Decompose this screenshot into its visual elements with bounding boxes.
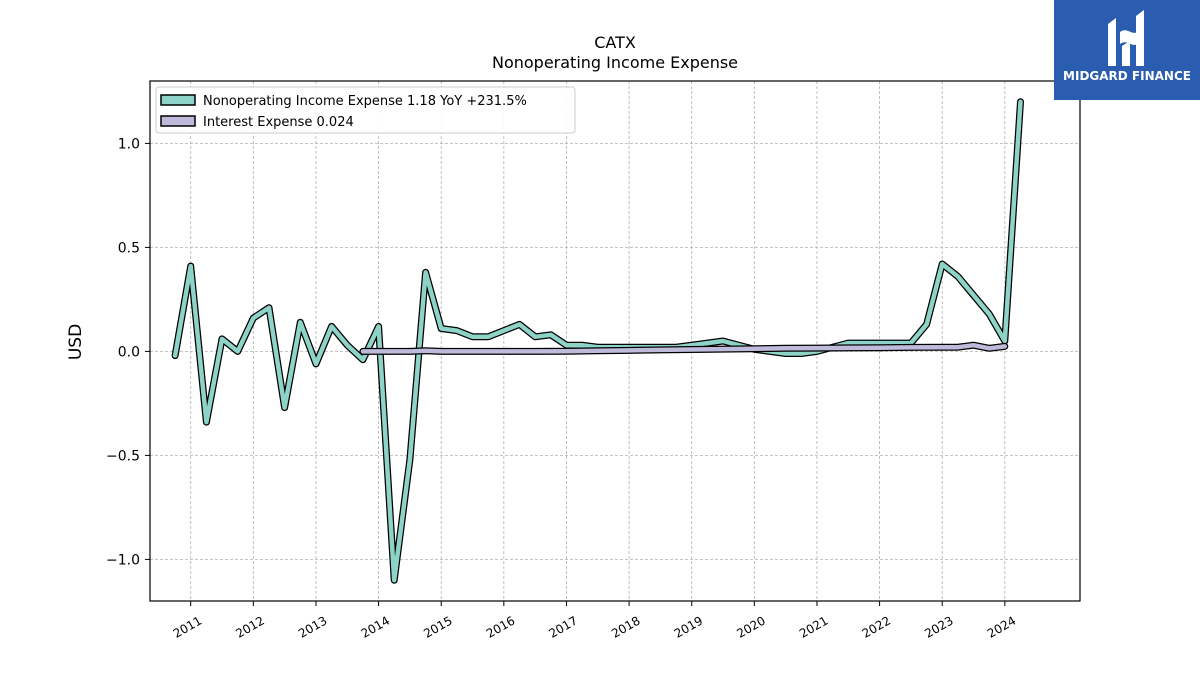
x-tick-label: 2016 [484,613,517,640]
x-tick-label: 2011 [171,613,204,640]
x-tick-label: 2014 [359,613,392,640]
chart-title: CATX [594,33,636,52]
x-tick-label: 2020 [734,613,767,640]
series-interest-expense [359,341,1009,355]
x-tick-label: 2017 [547,613,580,640]
x-tick-label: 2012 [233,613,266,640]
series-line [172,99,1023,583]
y-ticks: −1.0 −0.5 0.0 0.5 1.0 [106,136,150,568]
legend-label: Interest Expense 0.024 [203,115,354,130]
x-tick-label: 2022 [860,613,893,640]
x-tick-label: 2024 [985,613,1018,640]
legend-box [155,86,576,134]
y-tick-label: 0.0 [118,344,140,360]
series-layer [171,98,1024,584]
brand-mark-icon [1108,10,1144,66]
series-nonoperating-income-expense [171,98,1024,584]
legend: Nonoperating Income Expense 1.18 YoY +23… [155,86,576,134]
legend-swatch [160,94,196,106]
series-line [360,342,1008,354]
plot-frame [149,80,1081,602]
x-tick-label: 2015 [421,613,454,640]
grid [150,81,1080,601]
x-tick-label: 2018 [609,613,642,640]
legend-label: Nonoperating Income Expense 1.18 YoY +23… [203,94,527,109]
x-tick-label: 2013 [296,613,329,640]
y-tick-label: 0.5 [118,240,140,256]
x-ticks: 2011 2012 2013 2014 2015 2016 2017 2018 2019 2020… [171,601,1018,641]
y-tick-label: −1.0 [106,552,140,568]
y-tick-label: −0.5 [106,448,140,464]
chart-subtitle: Nonoperating Income Expense [492,53,738,72]
brand-logo: MIDGARD FINANCE [1054,0,1200,100]
x-tick-label: 2019 [672,613,705,640]
x-tick-label: 2021 [797,613,830,640]
x-tick-label: 2023 [922,613,955,640]
legend-swatch [160,115,196,127]
brand-name: MIDGARD FINANCE [1063,69,1191,83]
y-axis-label: USD [66,324,86,360]
y-tick-label: 1.0 [118,136,140,152]
